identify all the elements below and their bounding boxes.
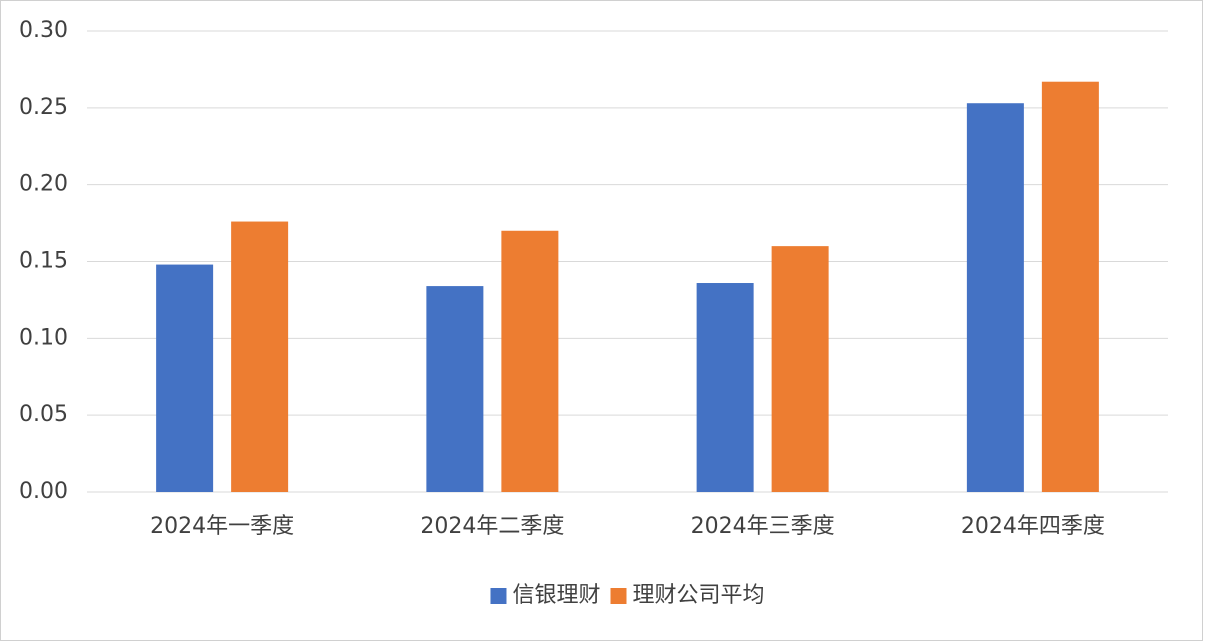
x-tick-label: 2024年一季度	[150, 514, 294, 539]
y-tick-label: 0.25	[19, 95, 68, 120]
legend-label: 理财公司平均	[633, 583, 765, 608]
y-tick-label: 0.30	[19, 18, 68, 43]
legend-label: 信银理财	[512, 583, 600, 608]
bar	[966, 103, 1024, 493]
bar	[771, 246, 829, 492]
bar	[696, 283, 754, 492]
bar	[501, 230, 559, 492]
y-tick-label: 0.00	[19, 479, 68, 504]
bar	[1041, 81, 1099, 493]
bar	[156, 264, 214, 492]
x-tick-label: 2024年三季度	[691, 514, 835, 539]
bar	[426, 286, 484, 492]
legend-swatch	[490, 588, 507, 604]
x-tick-label: 2024年二季度	[420, 514, 564, 539]
legend-swatch	[610, 588, 627, 604]
x-tick-label: 2024年四季度	[961, 514, 1105, 539]
bar	[231, 221, 289, 492]
y-tick-label: 0.05	[19, 402, 68, 427]
y-tick-label: 0.10	[19, 325, 68, 350]
y-tick-label: 0.20	[19, 172, 68, 197]
y-tick-label: 0.15	[19, 249, 68, 274]
